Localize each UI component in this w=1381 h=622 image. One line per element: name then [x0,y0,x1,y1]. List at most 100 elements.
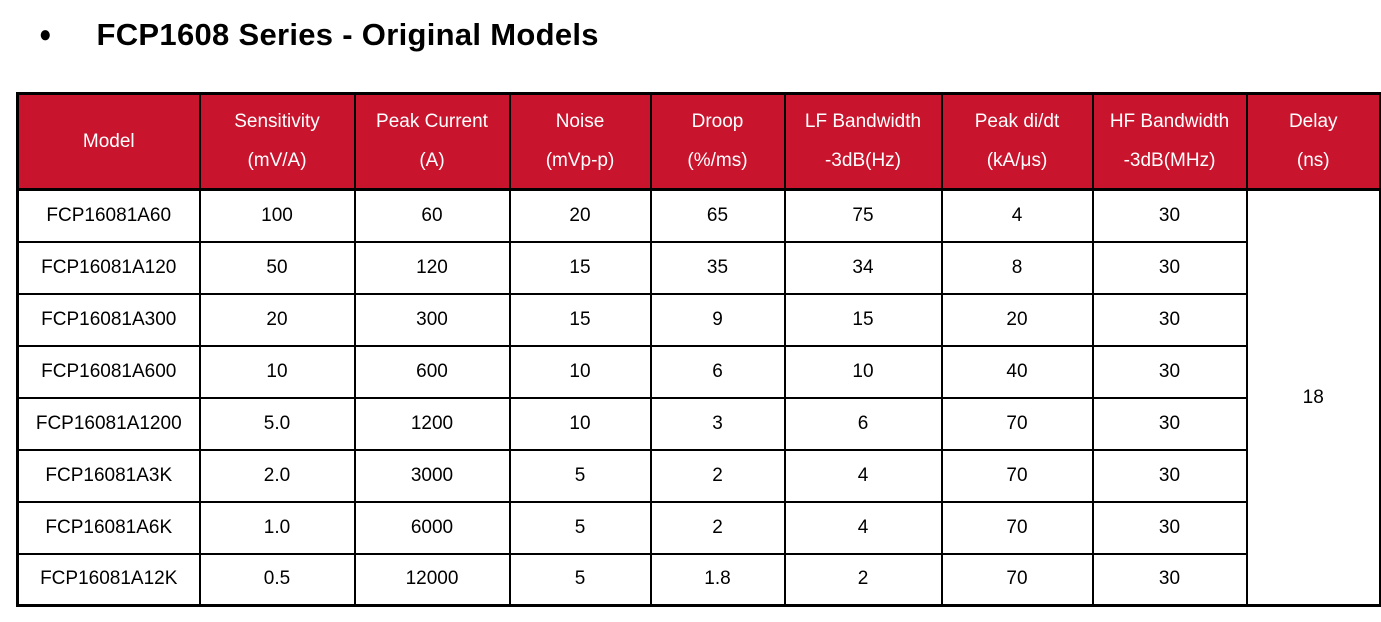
header-unit: -3dB(MHz) [1123,150,1216,171]
table-row: FCP16081A1200 5.0 1200 10 3 6 70 30 [16,396,1381,451]
value-cell-hf-bandwidth: 30 [1091,552,1248,607]
value-cell-peak-current: 600 [353,344,511,399]
table-row: FCP16081A300 20 300 15 9 15 20 30 [16,292,1381,347]
value-cell-lf-bandwidth: 15 [783,292,943,347]
header-label: Peak di/dt [974,111,1060,132]
value-cell-peak-current: 6000 [353,500,511,555]
model-cell: FCP16081A600 [16,344,201,399]
header-label: HF Bandwidth [1109,111,1230,132]
value-cell-sensitivity: 100 [198,188,356,243]
value-cell-lf-bandwidth: 34 [783,240,943,295]
header-cell-peak-current: Peak Current (A) [353,92,511,191]
header-label: Noise [555,111,605,132]
model-cell: FCP16081A6K [16,500,201,555]
model-cell: FCP16081A3K [16,448,201,503]
value-cell-peak-didt: 8 [940,240,1094,295]
value-cell-droop: 1.8 [649,552,786,607]
header-row: Model Sensitivity (mV/A) Peak Current (A) Noi… [16,92,1381,191]
value-cell-sensitivity: 20 [198,292,356,347]
header-label: LF Bandwidth [804,111,922,132]
value-cell-sensitivity: 10 [198,344,356,399]
header-unit: -3dB(Hz) [824,150,901,171]
model-cell: FCP16081A12K [16,552,201,607]
bullet-icon: ● [38,21,52,48]
value-cell-peak-didt: 20 [940,292,1094,347]
header-unit: (ns) [1296,150,1330,171]
value-cell-peak-current: 1200 [353,396,511,451]
value-cell-peak-current: 120 [353,240,511,295]
table-header: Model Sensitivity (mV/A) Peak Current (A) Noi… [16,92,1381,191]
value-cell-sensitivity: 1.0 [198,500,356,555]
value-cell-lf-bandwidth: 2 [783,552,943,607]
header-unit: (mV/A) [247,150,307,171]
header-cell-hf-bandwidth: HF Bandwidth -3dB(MHz) [1091,92,1248,191]
value-cell-peak-didt: 70 [940,552,1094,607]
value-cell-peak-didt: 40 [940,344,1094,399]
value-cell-peak-current: 60 [353,188,511,243]
value-cell-hf-bandwidth: 30 [1091,188,1248,243]
model-cell: FCP16081A120 [16,240,201,295]
spec-table: Model Sensitivity (mV/A) Peak Current (A) Noi… [16,92,1381,607]
value-cell-droop: 35 [649,240,786,295]
value-cell-droop: 3 [649,396,786,451]
value-cell-hf-bandwidth: 30 [1091,292,1248,347]
header-label: Model [82,130,135,152]
header-cell-delay: Delay (ns) [1245,92,1381,191]
header-label: Peak Current [376,111,488,132]
value-cell-peak-current: 12000 [353,552,511,607]
table-row: FCP16081A6K 1.0 6000 5 2 4 70 30 [16,500,1381,555]
value-cell-peak-didt: 4 [940,188,1094,243]
header-cell-noise: Noise (mVp-p) [508,92,652,191]
value-cell-noise: 15 [508,292,652,347]
model-cell: FCP16081A1200 [16,396,201,451]
value-cell-hf-bandwidth: 30 [1091,448,1248,503]
header-cell-lf-bandwidth: LF Bandwidth -3dB(Hz) [783,92,943,191]
value-cell-sensitivity: 5.0 [198,396,356,451]
header-label: Delay [1288,111,1338,132]
table-row: FCP16081A3K 2.0 3000 5 2 4 70 30 [16,448,1381,503]
value-cell-droop: 6 [649,344,786,399]
value-cell-hf-bandwidth: 30 [1091,396,1248,451]
value-cell-peak-current: 3000 [353,448,511,503]
model-cell: FCP16081A300 [16,292,201,347]
header-unit: (%/ms) [687,150,748,171]
value-cell-peak-didt: 70 [940,448,1094,503]
header-label: Sensitivity [234,111,320,132]
page-title: FCP1608 Series - Original Models [96,17,599,52]
value-cell-lf-bandwidth: 6 [783,396,943,451]
value-cell-noise: 5 [508,552,652,607]
value-cell-hf-bandwidth: 30 [1091,344,1248,399]
header-label: Droop [691,111,744,132]
value-cell-lf-bandwidth: 10 [783,344,943,399]
value-cell-noise: 5 [508,448,652,503]
value-cell-lf-bandwidth: 75 [783,188,943,243]
header-unit: (mVp-p) [545,150,615,171]
value-cell-noise: 10 [508,344,652,399]
value-cell-droop: 2 [649,448,786,503]
value-cell-lf-bandwidth: 4 [783,448,943,503]
table-row: FCP16081A12K 0.5 12000 5 1.8 2 70 30 [16,552,1381,607]
value-cell-sensitivity: 0.5 [198,552,356,607]
value-cell-noise: 20 [508,188,652,243]
table-body: FCP16081A60 100 60 20 65 75 4 30 18 FCP16081A120 5… [16,188,1381,607]
value-cell-hf-bandwidth: 30 [1091,240,1248,295]
value-cell-noise: 5 [508,500,652,555]
delay-merged-cell: 18 [1245,188,1381,607]
value-cell-droop: 2 [649,500,786,555]
value-cell-lf-bandwidth: 4 [783,500,943,555]
header-unit: (A) [419,150,445,171]
value-cell-sensitivity: 2.0 [198,448,356,503]
value-cell-peak-didt: 70 [940,396,1094,451]
table-row: FCP16081A600 10 600 10 6 10 40 30 [16,344,1381,399]
header-cell-model: Model [16,92,201,191]
table-row: FCP16081A120 50 120 15 35 34 8 30 [16,240,1381,295]
value-cell-noise: 10 [508,396,652,451]
value-cell-peak-didt: 70 [940,500,1094,555]
value-cell-sensitivity: 50 [198,240,356,295]
value-cell-hf-bandwidth: 30 [1091,500,1248,555]
title-row: ● FCP1608 Series - Original Models [0,0,1381,57]
header-cell-sensitivity: Sensitivity (mV/A) [198,92,356,191]
model-cell: FCP16081A60 [16,188,201,243]
header-unit: (kA/μs) [986,150,1048,171]
value-cell-noise: 15 [508,240,652,295]
